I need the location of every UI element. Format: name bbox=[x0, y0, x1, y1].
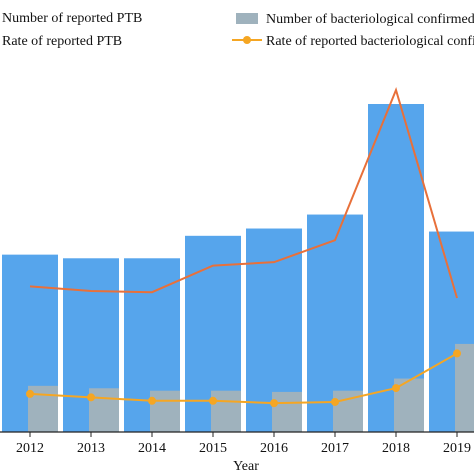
legend-label-bacteriological-confirmed: Number of bacteriological confirmed bbox=[266, 12, 474, 27]
bar-bacteriological-confirmed-2019 bbox=[455, 343, 474, 432]
legend-label-reported-ptb: Number of reported PTB bbox=[2, 11, 142, 26]
marker-rate-bacteriological-2017 bbox=[331, 397, 339, 406]
marker-rate-bacteriological-2018 bbox=[392, 384, 400, 393]
marker-rate-bacteriological-2019 bbox=[453, 349, 461, 358]
x-tick-label-2016: 2016 bbox=[260, 441, 288, 456]
bar-bacteriological-confirmed-2014 bbox=[150, 390, 180, 432]
line-rate-bacteriological-confirmed bbox=[29, 352, 458, 405]
x-axis-title: Year bbox=[233, 459, 259, 474]
legend-swatch-rate-bacteriological-marker bbox=[243, 36, 251, 44]
x-tick-label-2013: 2013 bbox=[77, 441, 105, 456]
bar-bacteriological-confirmed-2015 bbox=[211, 390, 241, 432]
x-tick-label-2012: 2012 bbox=[16, 441, 44, 456]
line-rate-reported-ptb bbox=[29, 86, 458, 299]
x-tick-label-2014: 2014 bbox=[138, 441, 166, 456]
bars-layer bbox=[2, 104, 474, 432]
marker-rate-bacteriological-2014 bbox=[148, 396, 156, 405]
legend-label-rate-reported-ptb: Rate of reported PTB bbox=[2, 34, 122, 49]
legend-swatch-bacteriological-confirmed bbox=[236, 13, 258, 24]
marker-rate-bacteriological-2015 bbox=[209, 396, 217, 405]
x-tick-label-2017: 2017 bbox=[321, 441, 349, 456]
x-tick-label-2018: 2018 bbox=[382, 441, 410, 456]
x-tick-label-2019: 2019 bbox=[443, 441, 471, 456]
legend-label-rate-bacteriological-confirmed: Rate of reported bacteriological confirm… bbox=[266, 34, 474, 49]
marker-rate-bacteriological-2013 bbox=[87, 393, 95, 402]
x-tick-label-2015: 2015 bbox=[199, 441, 227, 456]
lines-layer bbox=[26, 86, 461, 408]
legend: Number of reported PTB Rate of reported … bbox=[2, 11, 474, 49]
marker-rate-bacteriological-2012 bbox=[26, 389, 34, 398]
bar-bacteriological-confirmed-2016 bbox=[272, 391, 302, 432]
marker-rate-bacteriological-2016 bbox=[270, 399, 278, 408]
x-tick-layer: 2012 2013 2014 2015 2016 2017 2018 2019 bbox=[16, 432, 471, 456]
